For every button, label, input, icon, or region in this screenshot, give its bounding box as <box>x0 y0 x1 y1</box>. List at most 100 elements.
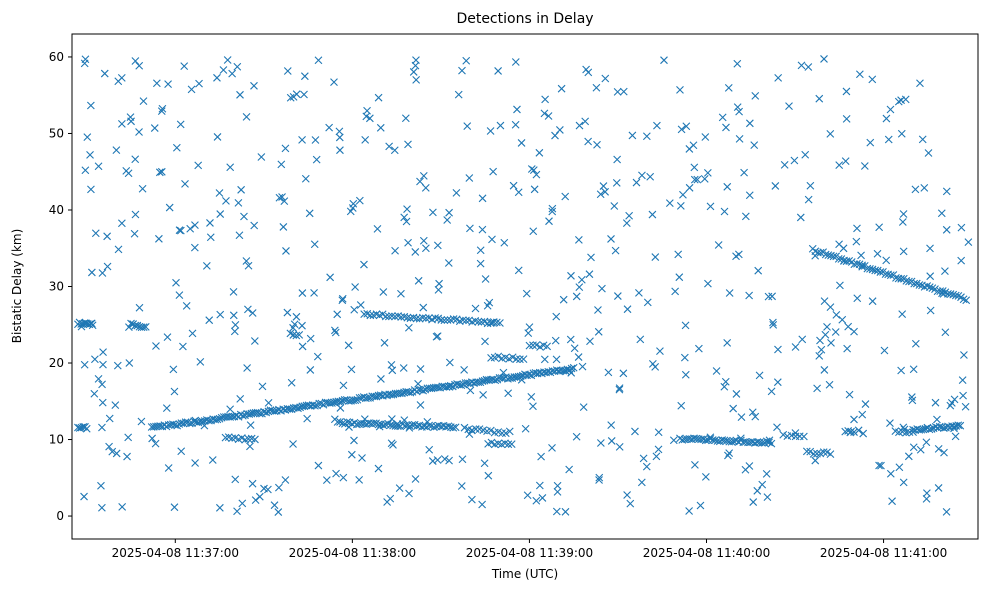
data-point <box>946 290 955 298</box>
data-point <box>922 438 931 447</box>
data-point <box>246 442 254 451</box>
data-point <box>714 241 723 249</box>
data-point <box>270 501 279 510</box>
data-point <box>131 57 140 65</box>
data-point <box>507 440 516 449</box>
data-point <box>700 175 709 183</box>
data-point <box>845 256 854 265</box>
data-point <box>909 365 918 374</box>
data-point <box>806 447 815 456</box>
data-point <box>552 355 561 364</box>
data-point <box>433 456 442 464</box>
data-point <box>97 481 105 490</box>
data-point <box>926 272 935 281</box>
data-point <box>922 494 931 503</box>
data-point <box>532 170 541 179</box>
data-point <box>575 121 584 130</box>
data-point <box>379 288 388 296</box>
data-point <box>701 473 710 481</box>
data-point <box>191 459 200 467</box>
data-point <box>844 427 853 435</box>
data-point <box>336 404 345 412</box>
data-point <box>414 276 423 285</box>
data-point <box>393 422 402 430</box>
data-point <box>404 323 413 332</box>
data-point <box>385 142 394 151</box>
data-point <box>228 434 236 443</box>
data-point <box>222 197 230 205</box>
data-point <box>774 345 782 354</box>
data-point <box>754 266 763 275</box>
data-point <box>763 493 772 502</box>
data-point <box>915 281 924 289</box>
data-point <box>131 155 140 164</box>
data-point <box>871 266 880 275</box>
data-point <box>631 427 639 436</box>
data-point <box>572 432 581 441</box>
data-point <box>289 92 298 101</box>
data-point <box>338 419 347 428</box>
data-point <box>290 320 299 329</box>
data-point <box>853 294 862 303</box>
data-point <box>676 202 685 210</box>
data-point <box>403 205 411 213</box>
data-point <box>813 384 821 393</box>
data-point <box>524 329 533 337</box>
data-point <box>791 343 800 351</box>
data-point <box>125 323 133 332</box>
data-point <box>219 66 228 74</box>
data-point <box>850 327 858 336</box>
data-point <box>839 244 848 253</box>
data-point <box>275 193 284 202</box>
data-point <box>257 153 266 161</box>
data-point <box>139 323 148 331</box>
data-point <box>886 419 894 428</box>
data-point <box>733 59 742 68</box>
data-point <box>732 390 741 398</box>
data-point <box>429 208 437 217</box>
data-point <box>648 210 657 219</box>
data-point <box>433 241 442 250</box>
data-point <box>604 368 613 377</box>
data-point <box>529 402 537 411</box>
data-point <box>133 321 142 330</box>
data-point <box>941 328 950 337</box>
data-point <box>377 375 385 383</box>
data-point <box>445 208 453 217</box>
data-point <box>111 401 120 409</box>
data-point <box>351 396 360 405</box>
data-point <box>858 410 867 419</box>
data-point <box>176 120 185 129</box>
data-point <box>806 181 815 190</box>
data-point <box>958 376 967 384</box>
data-point <box>380 338 389 347</box>
data-point <box>758 480 767 489</box>
data-point <box>819 448 828 456</box>
data-point <box>408 420 417 429</box>
data-point <box>281 476 290 484</box>
data-point <box>934 484 943 492</box>
data-point <box>238 499 247 508</box>
data-point <box>553 487 562 496</box>
data-point <box>898 310 907 319</box>
data-point <box>736 434 745 443</box>
data-point <box>638 171 646 180</box>
data-point <box>99 360 107 369</box>
data-point <box>135 303 144 312</box>
data-point <box>559 366 567 375</box>
data-point <box>411 475 420 483</box>
data-point <box>541 95 550 104</box>
data-point <box>372 419 381 428</box>
data-point <box>942 225 951 234</box>
data-point <box>118 503 127 511</box>
data-point <box>569 363 578 372</box>
data-point <box>942 507 951 516</box>
data-point <box>164 464 173 472</box>
data-point <box>712 367 721 375</box>
data-point <box>656 347 664 356</box>
data-point <box>745 291 754 300</box>
data-point <box>767 439 776 448</box>
data-point <box>748 408 757 417</box>
data-point <box>522 289 531 298</box>
data-point <box>894 97 903 106</box>
